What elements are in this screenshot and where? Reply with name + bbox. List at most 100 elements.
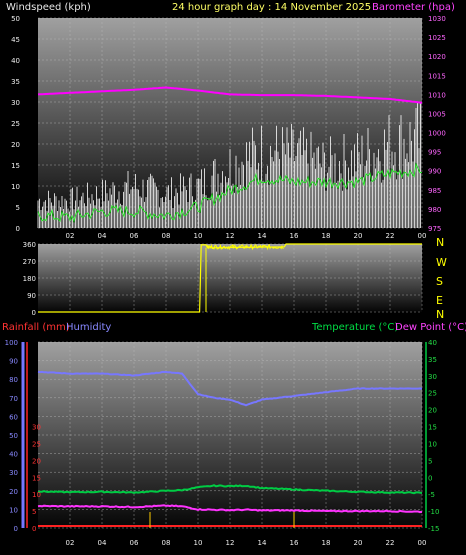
humidity-tick-label: 20 [9, 488, 18, 496]
wind-x-tick-label: 08 [162, 232, 171, 240]
barometer-tick-label: 985 [428, 187, 441, 195]
humidity-tick-label: 0 [14, 525, 18, 533]
humidity-tick-label: 80 [9, 376, 18, 384]
compass-letter-w: W [436, 256, 447, 269]
temperature-tick-label: 0 [428, 474, 432, 482]
compass-letter-e: E [436, 294, 443, 307]
barometer-line [37, 86, 423, 104]
chart-title: 24 hour graph day : 14 November 2025 [172, 2, 371, 13]
wind-tick-label: 40 [11, 57, 20, 65]
temperature-axis-label: Temperature (°C) [311, 322, 398, 333]
wind-tick-label: 15 [11, 162, 20, 170]
humidity-tick-label: 60 [9, 413, 18, 421]
climate-x-tick-label: 16 [290, 539, 299, 547]
humidity-tick-label: 90 [9, 358, 18, 366]
temperature-tick-label: 15 [428, 424, 437, 432]
wind-tick-label: 5 [16, 204, 20, 212]
direction-tick-label: 180 [23, 275, 36, 283]
temperature-tick-label: 10 [428, 440, 437, 448]
wind-direction-variation [207, 243, 284, 251]
barometer-tick-label: 1015 [428, 72, 446, 80]
wind-tick-label: 45 [11, 36, 20, 44]
wind-x-tick-label: 20 [354, 232, 363, 240]
barometer-tick-label: 1005 [428, 110, 446, 118]
wind-x-tick-label: 16 [290, 232, 299, 240]
humidity-tick-label: 10 [9, 506, 18, 514]
climate-x-tick-label: 08 [162, 539, 171, 547]
humidity-tick-label: 100 [5, 339, 18, 347]
wind-direction-line [38, 243, 422, 313]
temperature-tick-label: 25 [428, 390, 437, 398]
temperature-line [37, 484, 423, 495]
temperature-tick-label: -15 [428, 525, 439, 533]
climate-x-tick-label: 02 [66, 539, 75, 547]
rain-tick-label: 5 [32, 508, 36, 516]
average-wind-line [37, 162, 423, 224]
barometer-tick-label: 975 [428, 225, 441, 233]
compass-letter-n: N [436, 236, 444, 249]
barometer-tick-label: 1010 [428, 91, 446, 99]
windspeed-axis-label: Windspeed (kph) [6, 2, 91, 13]
direction-tick-label: 0 [32, 309, 36, 317]
wind-x-tick-label: 04 [98, 232, 107, 240]
climate-x-tick-label: 04 [98, 539, 107, 547]
wind-tick-label: 20 [11, 141, 20, 149]
rain-tick-label: 20 [32, 457, 41, 465]
barometer-axis-label: Barometer (hpa) [372, 2, 455, 13]
climate-x-tick-label: 18 [322, 539, 331, 547]
compass-letter-n: N [436, 308, 444, 321]
rainfall-axis-label: Rainfall (mm) [2, 322, 70, 333]
temperature-tick-label: 30 [428, 373, 437, 381]
wind-tick-label: 30 [11, 99, 20, 107]
climate-x-tick-label: 20 [354, 539, 363, 547]
climate-x-tick-label: 06 [130, 539, 139, 547]
temperature-tick-label: 40 [428, 339, 437, 347]
wind-x-tick-label: 02 [66, 232, 75, 240]
compass-letter-s: S [436, 275, 443, 288]
wind-tick-label: 10 [11, 183, 20, 191]
humidity-tick-label: 40 [9, 451, 18, 459]
climate-x-tick-label: 22 [386, 539, 395, 547]
wind-x-tick-label: 12 [226, 232, 235, 240]
dewpoint-axis-label: Dew Point (°C) [395, 322, 466, 333]
rain-tick-label: 10 [32, 491, 41, 499]
humidity-tick-label: 30 [9, 469, 18, 477]
humidity-tick-label: 50 [9, 432, 18, 440]
wind-tick-label: 50 [11, 15, 20, 23]
temperature-tick-label: -5 [428, 491, 435, 499]
dewpoint-line [37, 504, 423, 514]
climate-x-tick-label: 00 [418, 539, 427, 547]
climate-x-tick-label: 14 [258, 539, 267, 547]
barometer-tick-label: 1000 [428, 130, 446, 138]
barometer-tick-label: 1025 [428, 34, 446, 42]
direction-tick-label: 360 [23, 241, 36, 249]
temperature-tick-label: 35 [428, 356, 437, 364]
temperature-tick-label: 20 [428, 407, 437, 415]
wind-tick-label: 25 [11, 120, 20, 128]
wind-tick-label: 0 [16, 225, 20, 233]
rain-tick-label: 15 [32, 474, 41, 482]
barometer-tick-label: 1030 [428, 15, 446, 23]
wind-x-tick-label: 22 [386, 232, 395, 240]
barometer-tick-label: 990 [428, 168, 441, 176]
humidity-axis-label: Humidity [66, 322, 111, 333]
humidity-line [37, 370, 423, 407]
wind-x-tick-label: 14 [258, 232, 267, 240]
climate-x-tick-label: 12 [226, 539, 235, 547]
rain-tick-label: 30 [32, 424, 41, 432]
climate-x-tick-label: 10 [194, 539, 203, 547]
direction-tick-label: 90 [27, 292, 36, 300]
rain-tick-label: 25 [32, 441, 41, 449]
temperature-tick-label: -10 [428, 508, 439, 516]
wind-x-tick-label: 06 [130, 232, 139, 240]
wind-tick-label: 35 [11, 78, 20, 86]
rain-tick-label: 0 [32, 525, 36, 533]
humidity-tick-label: 70 [9, 395, 18, 403]
barometer-tick-label: 980 [428, 206, 441, 214]
barometer-tick-label: 1020 [428, 53, 446, 61]
wind-x-tick-label: 10 [194, 232, 203, 240]
temperature-tick-label: 5 [428, 457, 432, 465]
wind-x-tick-label: 00 [418, 232, 427, 240]
direction-tick-label: 270 [23, 258, 36, 266]
